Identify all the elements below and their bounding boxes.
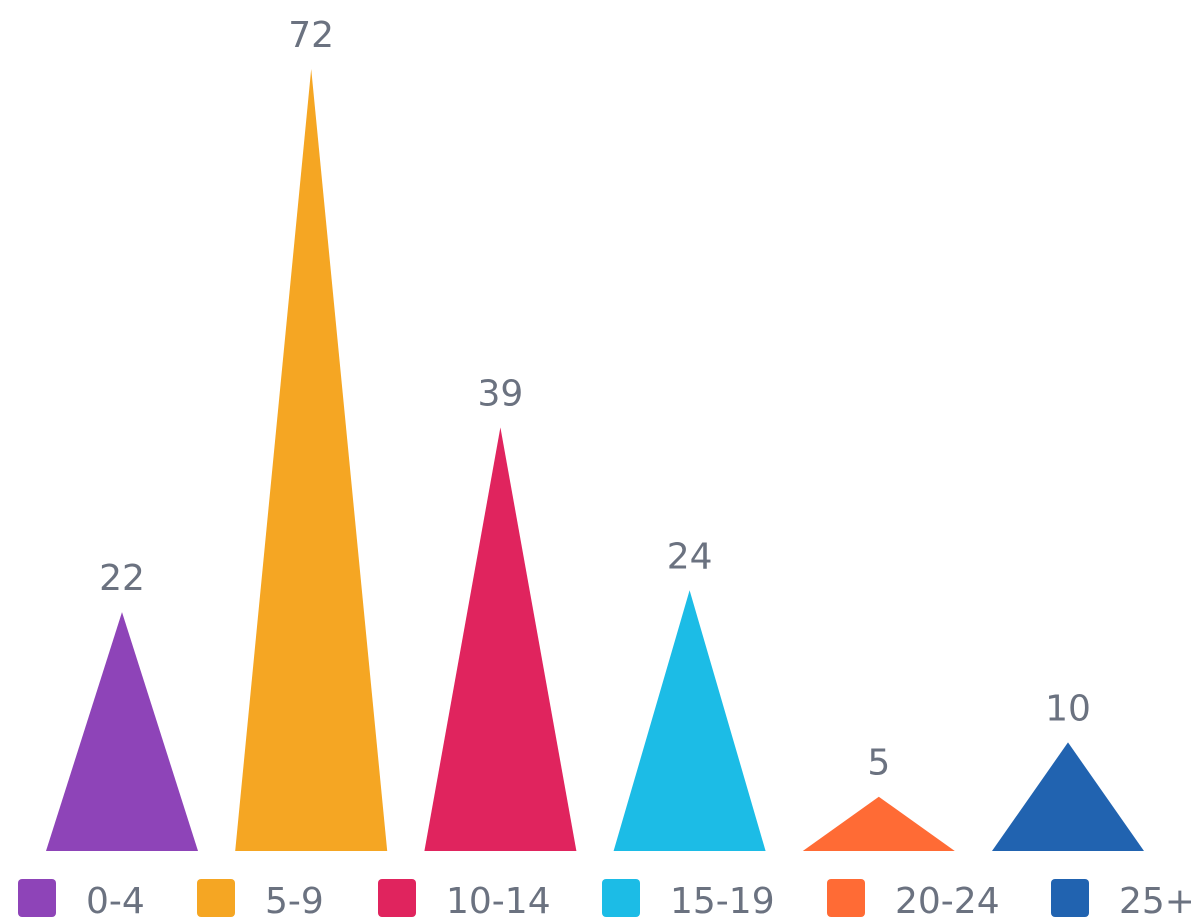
legend-item-10-14[interactable]: 10-14 (378, 879, 551, 922)
data-label-5-9: 72 (288, 15, 334, 56)
value-labels-layer: 22 72 39 24 5 10 (99, 15, 1091, 784)
data-label-10-14: 39 (477, 373, 523, 414)
bar-0-4[interactable] (46, 612, 198, 851)
legend-item-20-24[interactable]: 20-24 (827, 879, 1000, 922)
data-label-20-24: 5 (867, 743, 890, 784)
legend-label-10-14: 10-14 (446, 881, 551, 922)
legend-item-5-9[interactable]: 5-9 (197, 879, 324, 922)
legend-swatch-5-9 (197, 879, 235, 917)
legend-item-0-4[interactable]: 0-4 (18, 879, 145, 922)
bars-layer (46, 69, 1144, 851)
legend-swatch-15-19 (602, 879, 640, 917)
data-label-15-19: 24 (667, 536, 713, 577)
legend-swatch-10-14 (378, 879, 416, 917)
legend-label-0-4: 0-4 (86, 881, 145, 922)
bar-20-24[interactable] (802, 796, 955, 851)
legend-item-25+[interactable]: 25+ (1051, 879, 1191, 922)
data-label-25+: 10 (1045, 688, 1091, 729)
legend-label-25+: 25+ (1119, 881, 1191, 922)
bar-5-9[interactable] (235, 69, 388, 851)
legend-label-15-19: 15-19 (670, 881, 775, 922)
legend: 0-4 5-9 10-14 15-19 20-24 25+ (18, 879, 1191, 922)
legend-label-20-24: 20-24 (895, 881, 1000, 922)
bar-10-14[interactable] (424, 427, 577, 851)
legend-swatch-20-24 (827, 879, 865, 917)
legend-label-5-9: 5-9 (265, 881, 324, 922)
bar-15-19[interactable] (613, 590, 766, 851)
legend-swatch-25+ (1051, 879, 1089, 917)
data-label-0-4: 22 (99, 558, 145, 599)
legend-swatch-0-4 (18, 879, 56, 917)
legend-item-15-19[interactable]: 15-19 (602, 879, 775, 922)
bar-25+[interactable] (992, 742, 1144, 851)
